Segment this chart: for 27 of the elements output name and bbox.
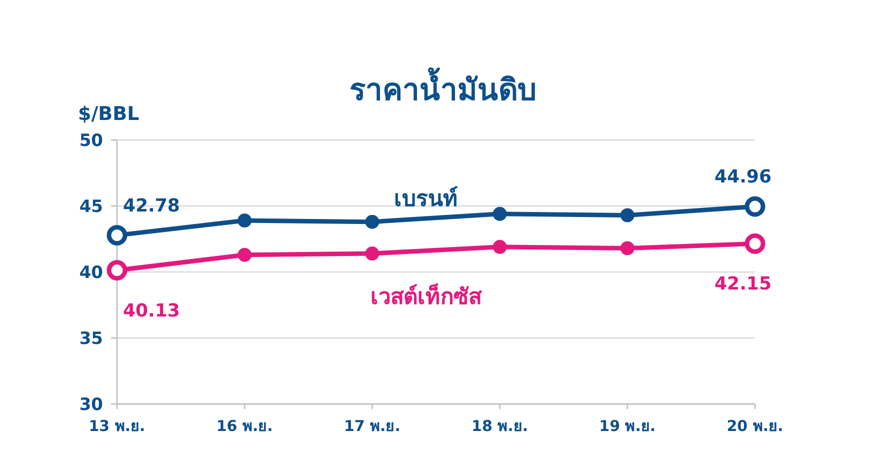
data-label: 42.78 <box>123 195 180 216</box>
y-tick-label: 30 <box>79 394 104 415</box>
x-tick-label: 19 พ.ย. <box>599 417 656 435</box>
point <box>365 214 380 229</box>
series-label: เบรนท์ <box>394 186 458 212</box>
point <box>238 248 252 262</box>
point <box>620 241 634 256</box>
series-label: เวสต์เท็กซัส <box>370 282 482 310</box>
point <box>620 208 634 222</box>
data-label: 40.13 <box>123 300 180 322</box>
point <box>365 246 380 261</box>
chart-title: ราคาน้ำมันดิบ <box>350 67 536 108</box>
x-tick-label: 17 พ.ย. <box>344 417 400 435</box>
point <box>492 240 507 254</box>
y-tick-label: 50 <box>79 130 104 151</box>
y-tick-label: 40 <box>79 262 104 283</box>
point <box>238 214 252 228</box>
y-tick-label: 45 <box>79 196 103 217</box>
x-tick-label: 18 พ.ย. <box>472 417 528 435</box>
point <box>492 206 507 221</box>
data-label: 42.15 <box>714 274 772 295</box>
y-axis-title: $/BBL <box>78 103 140 125</box>
x-tick-label: 20 พ.ย. <box>726 417 784 435</box>
x-tick-label: 16 พ.ย. <box>216 417 273 435</box>
y-tick-label: 35 <box>79 328 103 349</box>
x-tick-label: 13 พ.ย. <box>88 417 146 435</box>
data-label: 44.96 <box>714 166 772 188</box>
